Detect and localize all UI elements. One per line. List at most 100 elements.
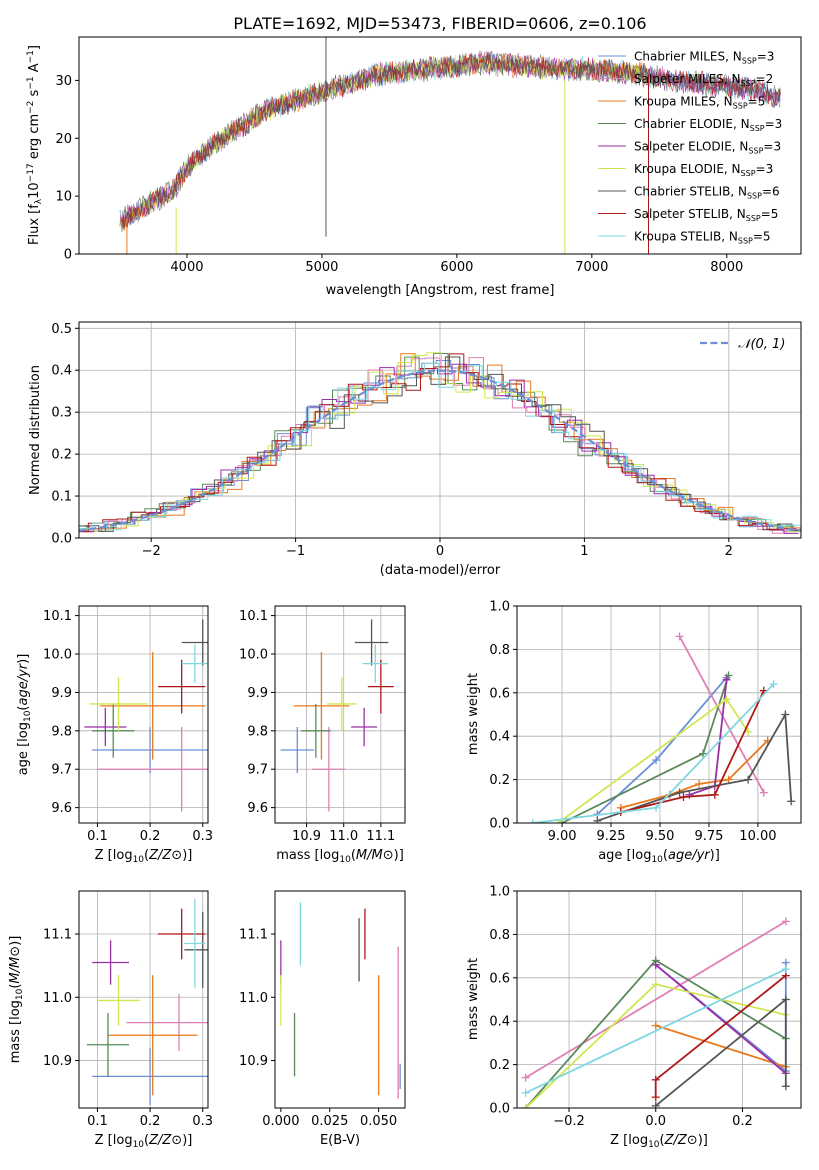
- y-tick-label: 9.7: [51, 763, 72, 778]
- label-part: Z [log: [95, 1133, 133, 1148]
- label-part: (: [351, 848, 356, 863]
- label-part: =2: [756, 72, 774, 86]
- x-tick-label: 9.75: [694, 829, 723, 844]
- label-part: )]: [182, 848, 192, 863]
- x-tick-label: −1: [286, 544, 305, 559]
- weight_vs_age-content: [517, 606, 801, 823]
- label-part: =5: [753, 230, 771, 244]
- label-part: =3: [765, 117, 783, 131]
- x-tick-label: 11.0: [329, 829, 358, 844]
- y-tick-label: 11.1: [43, 928, 72, 943]
- label-part: SSP: [750, 124, 765, 133]
- label-part: (: [144, 1133, 149, 1148]
- age_vs_Z-frame: [78, 605, 209, 824]
- legend-label: Salpeter MILES, NSSP=2: [634, 72, 773, 88]
- residual_histogram-axes: −2 −1 0 1 2 0.0 0.1 0.2 0.3 0.4 0.5 𝒩(0, 1) (data-mo…: [28, 321, 802, 578]
- y-tick-label: 0: [64, 248, 72, 263]
- y-axis-label: mass weight: [466, 958, 481, 1040]
- label-part: 10: [15, 988, 25, 1000]
- spectrum-frame: [78, 36, 802, 255]
- legend-label: Kroupa STELIB, NSSP=5: [634, 230, 771, 246]
- label-part: SSP: [733, 102, 748, 111]
- label-part: 10: [339, 855, 351, 865]
- legend-label: Kroupa MILES, NSSP=5: [634, 95, 765, 111]
- label-part: Kroupa STELIB, N: [634, 230, 738, 244]
- age_vs_mass-content: [275, 606, 405, 823]
- histogram-step: [79, 353, 796, 532]
- x-axis-label: age [log10(age/yr)]: [598, 848, 720, 865]
- label-part: 10: [133, 855, 145, 865]
- y-axis-label: Flux [fλ10−17 erg cm−2 s−1 A−1]: [26, 45, 44, 245]
- x-axis-label: E(B-V): [320, 1133, 360, 1148]
- weight-line: [655, 997, 787, 1107]
- legend-label: Salpeter ELODIE, NSSP=3: [634, 140, 781, 156]
- y-tick-label: 10.9: [43, 1054, 72, 1069]
- spectrum-line: [120, 50, 781, 228]
- x-axis-label: mass [log10(M/M⊙)]: [276, 848, 404, 865]
- y-tick-label: 0.0: [51, 532, 72, 547]
- x-tick-label: 0.025: [311, 1114, 348, 1129]
- weight-line: [655, 964, 787, 1074]
- label-part: Z/Z⊙: [664, 1133, 698, 1148]
- y-tick-label: 11.0: [43, 991, 72, 1006]
- weight-line: [620, 739, 769, 809]
- x-tick-label: 0.2: [140, 1114, 161, 1129]
- label-part: (: [663, 848, 668, 863]
- label-part: SSP: [738, 237, 753, 246]
- mass_vs_ebv-axes: 0.000 0.025 0.050 10.9 11.0 11.1 E(B-V): [239, 890, 406, 1148]
- label-part: −2: [26, 101, 36, 114]
- x-tick-label: 5000: [305, 260, 338, 275]
- label-part: =3: [763, 140, 781, 154]
- residual_histogram-content: [79, 322, 801, 538]
- x-tick-label: 9.25: [597, 829, 626, 844]
- label-part: )]: [16, 654, 31, 664]
- mass_vs_ebv-content: [280, 902, 401, 1099]
- legend-label: Kroupa ELODIE, NSSP=3: [634, 162, 773, 178]
- y-tick-label: 0.2: [51, 448, 72, 463]
- weight_vs_Z-axes: −0.2 0.0 0.2 0.0 0.2 0.4 0.6 0.8 1.0 Z [log10(Z/Z…: [466, 885, 802, 1150]
- label-part: )]: [698, 1133, 708, 1148]
- x-tick-label: −2: [142, 544, 161, 559]
- x-tick-label: 0.1: [87, 829, 108, 844]
- label-part: 10: [23, 710, 33, 722]
- x-tick-label: 9.50: [646, 829, 675, 844]
- y-axis-label: mass weight: [466, 673, 481, 755]
- label-part: =5: [761, 207, 779, 221]
- x-axis-label: Z [log10(Z/Z⊙)]: [610, 1133, 708, 1150]
- label-part: age/yr: [668, 848, 711, 863]
- label-part: SSP: [747, 192, 762, 201]
- x-tick-label: 0.0: [645, 1114, 666, 1129]
- y-tick-label: 10.0: [239, 648, 268, 663]
- label-part: Z [log: [610, 1133, 648, 1148]
- x-axis-label: Z [log10(Z/Z⊙)]: [95, 848, 193, 865]
- label-part: 10: [27, 182, 42, 199]
- mass_vs_Z-frame: [78, 890, 209, 1109]
- x-tick-label: 0.2: [140, 829, 161, 844]
- x-tick-label: 10.9: [292, 829, 321, 844]
- y-tick-label: 0.6: [489, 686, 510, 701]
- y-tick-label: 9.9: [247, 686, 268, 701]
- y-tick-label: 9.8: [51, 724, 72, 739]
- histogram-step: [80, 352, 801, 533]
- label-part: =3: [757, 50, 775, 64]
- x-tick-label: 0.1: [87, 1114, 108, 1129]
- x-axis-label: (data-model)/error: [380, 563, 501, 578]
- y-tick-label: 11.1: [239, 928, 268, 943]
- spectrum-axes: 4000 5000 6000 7000 8000 0 10 20 30 wavelength [A…: [26, 36, 802, 298]
- x-tick-label: 1: [580, 544, 588, 559]
- label-part: )]: [182, 1133, 192, 1148]
- y-axis-label-text: Flux [fλ10−17 erg cm−2 s−1 A−1]: [26, 45, 44, 245]
- weight-line: [654, 974, 787, 1098]
- y-tick-label: 9.7: [247, 763, 268, 778]
- label-part: (: [144, 848, 149, 863]
- mass_vs_ebv-frame: [274, 890, 406, 1109]
- label-part: Kroupa ELODIE, N: [634, 162, 741, 176]
- x-tick-label: 2: [725, 544, 733, 559]
- label-part: erg cm: [27, 114, 42, 163]
- label-part: ]: [27, 45, 42, 50]
- y-tick-label: 10.9: [239, 1054, 268, 1069]
- weight-line: [525, 968, 787, 1094]
- label-part: =5: [748, 95, 766, 109]
- y-tick-label: 9.9: [51, 686, 72, 701]
